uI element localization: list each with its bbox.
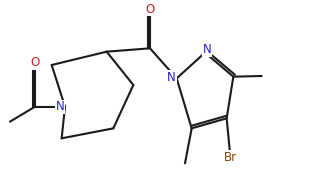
Text: N: N (203, 43, 211, 56)
Text: O: O (30, 56, 40, 69)
Text: Br: Br (223, 151, 237, 164)
Text: N: N (56, 100, 64, 113)
Text: N: N (167, 71, 176, 84)
Text: O: O (145, 3, 155, 16)
